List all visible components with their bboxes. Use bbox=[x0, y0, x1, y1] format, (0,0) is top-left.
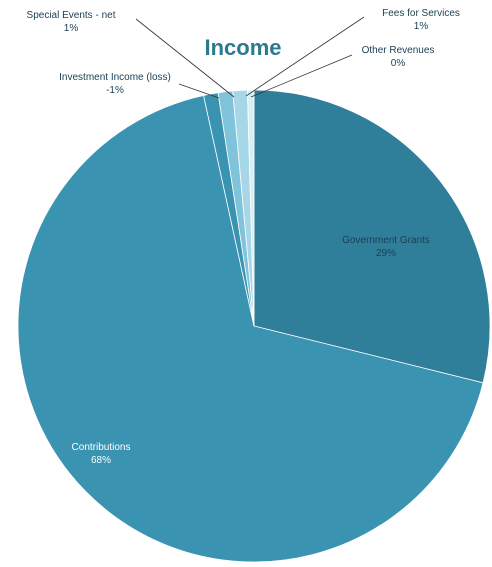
pie-slice-contributions bbox=[17, 94, 484, 563]
leader-line-investment-income-loss bbox=[178, 83, 220, 99]
pie-slices bbox=[17, 89, 491, 563]
leader-line-special-events-net bbox=[135, 18, 235, 98]
slice-label-contributions: Contributions bbox=[72, 442, 131, 453]
leader-line-other-revenues bbox=[250, 54, 353, 98]
slice-label-special-events-net: Special Events - net bbox=[27, 10, 116, 21]
slice-value-special-events-net: 1% bbox=[64, 23, 79, 34]
slice-value-investment-income-loss: -1% bbox=[106, 85, 124, 96]
leader-lines bbox=[135, 16, 365, 99]
slice-label-government-grants: Government Grants bbox=[342, 235, 430, 246]
pie-slice-other-revenues bbox=[247, 89, 255, 327]
slice-labels: Government Grants 29% Contributions 68% Inve… bbox=[27, 8, 460, 466]
leader-line-fees-for-services bbox=[245, 16, 365, 97]
pie-slice-government-grants bbox=[253, 89, 491, 384]
slice-label-investment-income-loss: Investment Income (loss) bbox=[59, 72, 171, 83]
chart-title: Income bbox=[204, 35, 281, 60]
slice-value-contributions: 68% bbox=[91, 455, 111, 466]
slice-value-other-revenues: 0% bbox=[391, 58, 406, 69]
slice-value-government-grants: 29% bbox=[376, 248, 396, 259]
slice-label-fees-for-services: Fees for Services bbox=[382, 8, 460, 19]
slice-label-other-revenues: Other Revenues bbox=[362, 45, 435, 56]
slice-value-fees-for-services: 1% bbox=[414, 21, 429, 32]
